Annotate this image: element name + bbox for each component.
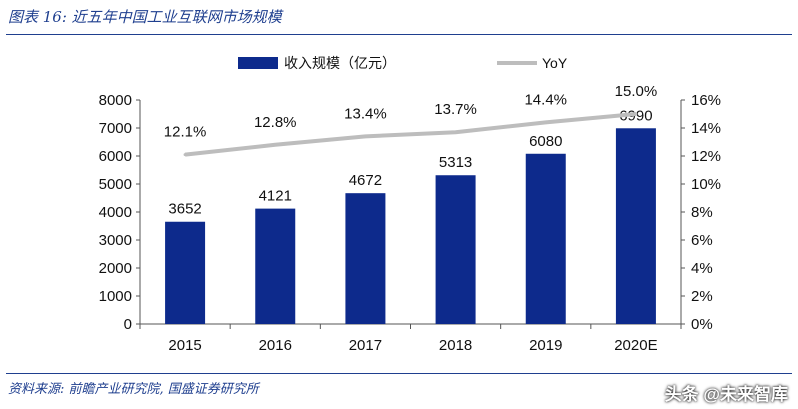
- yoy-data-label: 12.1%: [164, 124, 207, 141]
- figure-title: 图表 16: 近五年中国工业互联网市场规模: [8, 8, 282, 26]
- x-tick-label: 2018: [439, 337, 472, 354]
- yoy-data-label: 12.8%: [254, 114, 297, 131]
- y-right-tick-label: 12%: [691, 148, 721, 165]
- y-right-tick-label: 10%: [691, 176, 721, 193]
- yoy-data-label: 13.7%: [434, 101, 477, 118]
- yoy-data-label: 13.4%: [344, 105, 387, 122]
- bar-data-label: 3652: [168, 201, 201, 218]
- y-left-tick-label: 8000: [99, 92, 132, 109]
- legend-swatch-revenue: [238, 57, 278, 69]
- watermark: 头条 @未来智库: [664, 385, 788, 404]
- x-tick-label: 2016: [259, 337, 292, 354]
- bar-data-label: 4672: [349, 172, 382, 189]
- bar: [345, 193, 386, 324]
- bar-data-label: 4121: [259, 188, 292, 205]
- y-right-tick-label: 16%: [691, 92, 721, 109]
- bar: [525, 153, 566, 324]
- legend-label-yoy: YoY: [542, 55, 568, 71]
- bar: [435, 175, 476, 324]
- bar: [255, 208, 296, 324]
- yoy-point: [273, 143, 277, 147]
- bar: [165, 221, 206, 324]
- yoy-point: [363, 134, 367, 138]
- bottom-rule: [6, 373, 792, 374]
- yoy-point: [634, 112, 638, 116]
- yoy-line: [184, 112, 637, 157]
- source-note: 资料来源: 前瞻产业研究院, 国盛证券研究所: [8, 382, 259, 397]
- bar-data-label: 5313: [439, 154, 472, 171]
- yoy-data-label: 15.0%: [615, 83, 658, 100]
- yoy-point: [544, 120, 548, 124]
- top-rule: [6, 34, 792, 35]
- y-left-tick-label: 1000: [99, 288, 132, 305]
- legend-label-revenue: 收入规模（亿元）: [284, 55, 396, 71]
- yoy-point: [183, 153, 187, 157]
- y-right-tick-label: 4%: [691, 260, 713, 277]
- y-right-tick-label: 0%: [691, 316, 713, 333]
- y-left-tick-label: 2000: [99, 260, 132, 277]
- y-left-tick-label: 0: [124, 316, 132, 333]
- bar: [615, 128, 656, 324]
- y-left-tick-label: 5000: [99, 176, 132, 193]
- y-left-tick-label: 7000: [99, 120, 132, 137]
- x-tick-label: 2017: [349, 337, 382, 354]
- x-tick-label: 2020E: [614, 337, 657, 354]
- y-left-tick-label: 4000: [99, 204, 132, 221]
- x-tick-label: 2019: [529, 337, 562, 354]
- y-left-tick-label: 6000: [99, 148, 132, 165]
- y-right-tick-label: 6%: [691, 232, 713, 249]
- y-left-tick-label: 3000: [99, 232, 132, 249]
- y-right-tick-label: 8%: [691, 204, 713, 221]
- bar-data-label: 6080: [529, 133, 562, 150]
- y-right-tick-label: 14%: [691, 120, 721, 137]
- yoy-point: [454, 130, 458, 134]
- y-right-tick-label: 2%: [691, 288, 713, 305]
- x-tick-label: 2015: [168, 337, 201, 354]
- yoy-data-label: 14.4%: [524, 91, 567, 108]
